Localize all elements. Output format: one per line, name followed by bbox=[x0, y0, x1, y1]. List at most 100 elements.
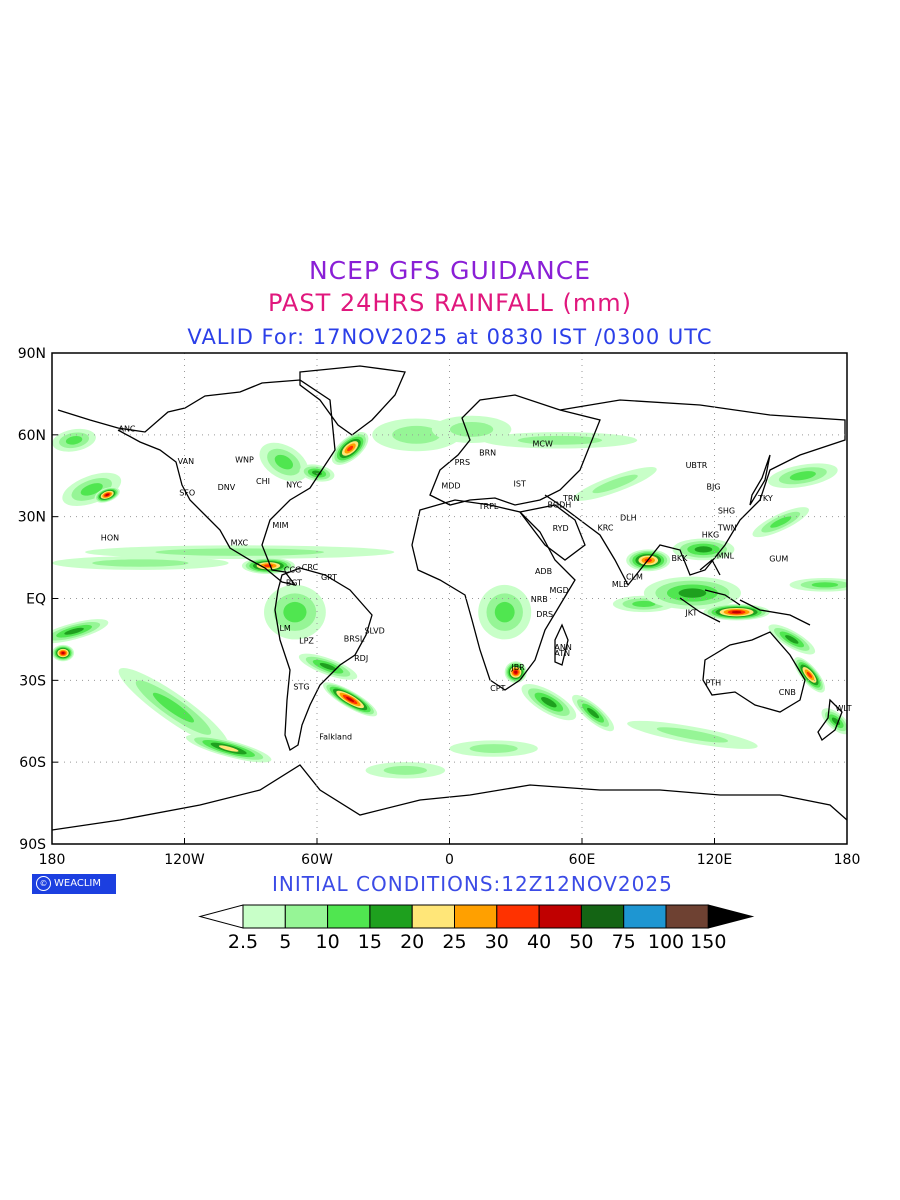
legend-swatch bbox=[665, 904, 709, 929]
legend-label: 50 bbox=[569, 931, 593, 953]
rainfall-field bbox=[52, 415, 847, 779]
rain-level-7 bbox=[346, 696, 355, 702]
rain-band bbox=[94, 486, 120, 503]
europe-outline bbox=[429, 394, 601, 506]
rain-band bbox=[789, 578, 847, 592]
rain-level-7 bbox=[514, 670, 518, 674]
initial-conditions: INITIAL CONDITIONS:12Z12NOV2025 bbox=[272, 872, 673, 896]
rain-band bbox=[573, 466, 657, 501]
city-label: TKY bbox=[757, 494, 773, 503]
city-label: JBR bbox=[510, 663, 525, 672]
rain-level-6 bbox=[264, 564, 273, 568]
rain-level-3 bbox=[694, 546, 713, 553]
city-label: BJG bbox=[707, 483, 721, 492]
rain-level-2 bbox=[152, 692, 195, 723]
legend-swatch bbox=[538, 904, 582, 929]
rain-band bbox=[627, 720, 758, 749]
city-label: WNP bbox=[235, 455, 254, 464]
city-label: RYD bbox=[553, 524, 569, 533]
rain-level-1 bbox=[469, 744, 518, 753]
rain-level-6 bbox=[347, 445, 354, 452]
australia-outline bbox=[702, 631, 806, 713]
rain-level-1 bbox=[155, 548, 325, 556]
rain-band bbox=[482, 432, 638, 449]
rain-band bbox=[672, 538, 735, 561]
legend-swatch bbox=[580, 904, 625, 929]
rain-level-7 bbox=[731, 610, 742, 614]
maritime-continent-outline bbox=[679, 558, 811, 626]
legend-label: 5 bbox=[279, 931, 291, 953]
rain-band bbox=[118, 668, 229, 748]
rain-band bbox=[62, 472, 122, 507]
legend-label: 30 bbox=[485, 931, 509, 953]
rain-level-1 bbox=[92, 559, 189, 567]
rain-band bbox=[449, 740, 538, 757]
city-label: CLM bbox=[626, 573, 643, 582]
city-label: WLT bbox=[836, 704, 852, 713]
madagascar-outline bbox=[554, 623, 569, 666]
south-america-outline bbox=[274, 567, 373, 751]
city-label: ANC bbox=[118, 425, 135, 434]
map-subtitle: PAST 24HRS RAINFALL (mm) bbox=[267, 289, 633, 317]
city-label: KRC bbox=[597, 524, 613, 533]
city-label: MLE bbox=[612, 580, 628, 589]
city-label: MIM bbox=[272, 521, 288, 530]
rain-band bbox=[365, 762, 446, 779]
legend-label: 40 bbox=[527, 931, 551, 953]
lat-tick-label: 90S bbox=[19, 837, 46, 853]
lat-tick-label: 30N bbox=[18, 510, 46, 526]
city-label: ADB bbox=[535, 567, 552, 576]
rain-band bbox=[478, 584, 532, 640]
lon-tick-label: 120W bbox=[164, 852, 205, 868]
city-label: CNB bbox=[779, 688, 796, 697]
rain-level-1 bbox=[592, 474, 638, 494]
rain-band bbox=[52, 428, 96, 452]
legend-swatch bbox=[623, 904, 667, 929]
lat-tick-label: 60N bbox=[18, 428, 46, 444]
rain-band bbox=[52, 619, 109, 644]
city-label: CPT bbox=[490, 684, 505, 693]
legend-label: 75 bbox=[612, 931, 636, 953]
city-label: TRPL bbox=[478, 502, 499, 511]
rain-level-2 bbox=[770, 516, 792, 528]
rain-band bbox=[298, 653, 358, 680]
city-label: TRN bbox=[562, 494, 579, 503]
lat-tick-label: EQ bbox=[26, 592, 46, 608]
rainfall-legend: 2.5 5 10 15 20 25 30 40 50 75 100 150 bbox=[198, 904, 755, 953]
city-label: MNL bbox=[717, 552, 735, 561]
city-label: IST bbox=[514, 480, 526, 489]
legend-swatch bbox=[411, 904, 456, 929]
city-label: PRS bbox=[455, 458, 470, 467]
rain-band bbox=[768, 624, 816, 655]
city-label: MGD bbox=[550, 586, 569, 595]
city-label: MDD bbox=[441, 481, 460, 490]
rain-band bbox=[767, 463, 838, 489]
rain-level-1 bbox=[383, 765, 428, 775]
rain-level-3 bbox=[587, 707, 600, 719]
city-label: LPZ bbox=[299, 637, 314, 646]
city-label: CRC bbox=[302, 563, 319, 572]
city-label: STG bbox=[293, 683, 309, 692]
city-label: UBTR bbox=[686, 461, 708, 470]
rain-band bbox=[752, 507, 809, 538]
legend-label: 150 bbox=[690, 931, 726, 953]
legend-swatch bbox=[284, 904, 329, 929]
japan-outline bbox=[749, 454, 771, 506]
legend-under-arrow bbox=[198, 904, 244, 929]
city-label: DRS bbox=[536, 610, 553, 619]
rain-level-2 bbox=[65, 436, 83, 445]
legend-label: 2.5 bbox=[228, 931, 258, 953]
rain-band bbox=[572, 694, 615, 732]
rain-level-1 bbox=[449, 421, 494, 437]
arabia-outline bbox=[518, 504, 586, 561]
city-label: BKK bbox=[671, 554, 688, 563]
lat-tick-label: 60S bbox=[19, 755, 46, 771]
lon-tick-label: 60E bbox=[569, 852, 596, 868]
legend-label: 15 bbox=[358, 931, 382, 953]
legend-label: 25 bbox=[442, 931, 466, 953]
rain-band bbox=[331, 431, 369, 465]
legend-label: 20 bbox=[400, 931, 424, 953]
city-label: DLH bbox=[620, 513, 637, 522]
